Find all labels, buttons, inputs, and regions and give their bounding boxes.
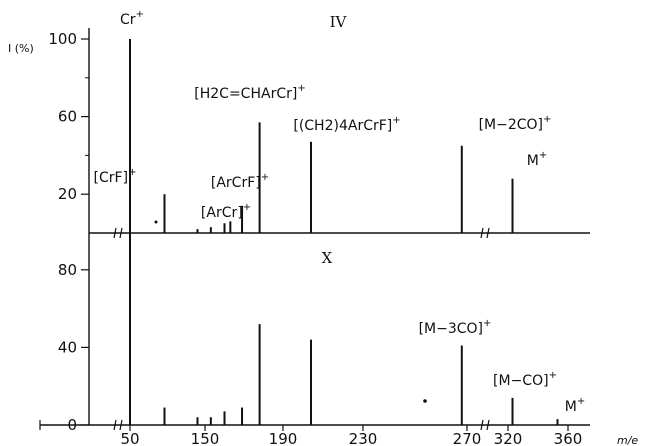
y-tick-label: 20: [58, 185, 77, 203]
y-axis-title: I (%): [8, 42, 34, 55]
peak-label-charge: +: [297, 83, 305, 94]
peak-label: [(CH2)4ArCrF]+: [293, 115, 400, 134]
speck-dot: [423, 399, 427, 403]
axis-break-mark: [480, 419, 490, 431]
x-tick-label: 150: [191, 430, 220, 446]
y-tick-label: 80: [58, 261, 77, 279]
peak-label: [CrF]+: [94, 167, 137, 186]
peak-label-charge: +: [539, 150, 547, 161]
speck-dot: [154, 220, 158, 224]
peak-label: [M−CO]+: [493, 370, 557, 389]
y-tick-label: 40: [58, 338, 77, 356]
peak-label: [ArCr]+: [201, 202, 251, 221]
axis-break-mark: [113, 419, 123, 431]
x-tick-label: 50: [120, 430, 139, 446]
peak-label: [H2C=CHArCr]+: [194, 83, 305, 102]
x-tick-label: 230: [349, 430, 378, 446]
x-tick-label: 320: [494, 430, 523, 446]
peak-label-charge: +: [483, 318, 491, 329]
x-axis-title: m/e: [617, 434, 638, 446]
x-tick-label: 190: [269, 430, 298, 446]
peak-label-charge: +: [392, 115, 400, 126]
peak-label-charge: +: [543, 114, 551, 125]
peak-label: M+: [565, 396, 585, 415]
y-tick-label: 100: [48, 30, 77, 48]
x-tick-label: 360: [554, 430, 583, 446]
peak-label: [ArCrF]+: [211, 172, 269, 191]
axis-break-mark: [113, 227, 123, 239]
peak-label-charge: +: [549, 370, 557, 381]
peak-label-charge: +: [243, 202, 251, 213]
y-tick-label: 60: [58, 108, 77, 126]
x-tick-label: 270: [453, 430, 482, 446]
panel-label-x: X: [322, 249, 333, 267]
peak-label-charge: +: [128, 167, 136, 178]
y-tick-label: 0: [67, 416, 77, 434]
axis-break-mark: [480, 227, 490, 239]
peak-label: M+: [527, 150, 547, 169]
panel-label-iv: IV: [330, 13, 348, 31]
peak-label-charge: +: [577, 396, 585, 407]
peak-label: Cr+: [120, 9, 144, 28]
peak-label: [M−3CO]+: [419, 318, 492, 337]
peak-label-charge: +: [261, 172, 269, 183]
peak-label-charge: +: [136, 9, 144, 20]
peak-label: [M−2CO]+: [479, 114, 552, 133]
